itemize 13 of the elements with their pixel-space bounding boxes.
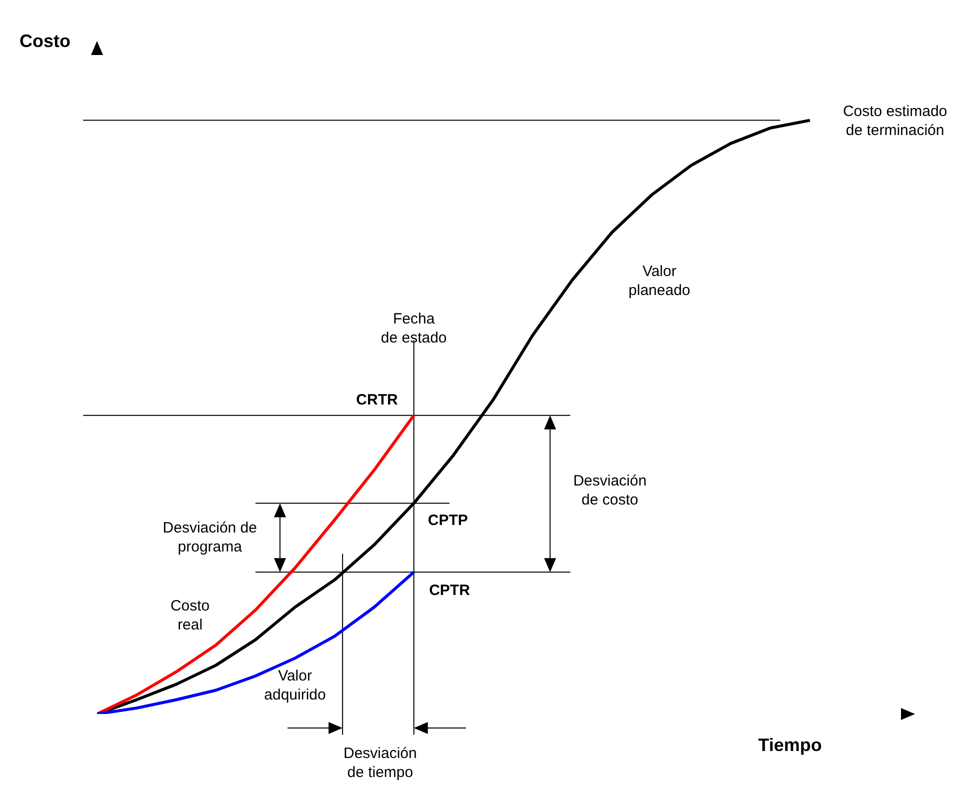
annotation: CRTR [356,390,398,408]
annotation: Desviación de costo [573,472,647,508]
annotation: CPTP [428,511,468,528]
text: Costo estimado de terminación [842,102,948,138]
annotation: Valor planeado [628,262,690,299]
annotation: Valor adquirido [264,666,326,703]
annotation: Fecha de estado [380,310,447,346]
x-axis-title: Tiempo [758,735,822,755]
y-axis-title: Costo [20,31,70,51]
annotation: CPTR [429,581,470,598]
text: Desviación de tiempo [343,744,417,781]
annotation: Desviación de programa [162,519,257,556]
annotation: Costo real [170,596,210,633]
